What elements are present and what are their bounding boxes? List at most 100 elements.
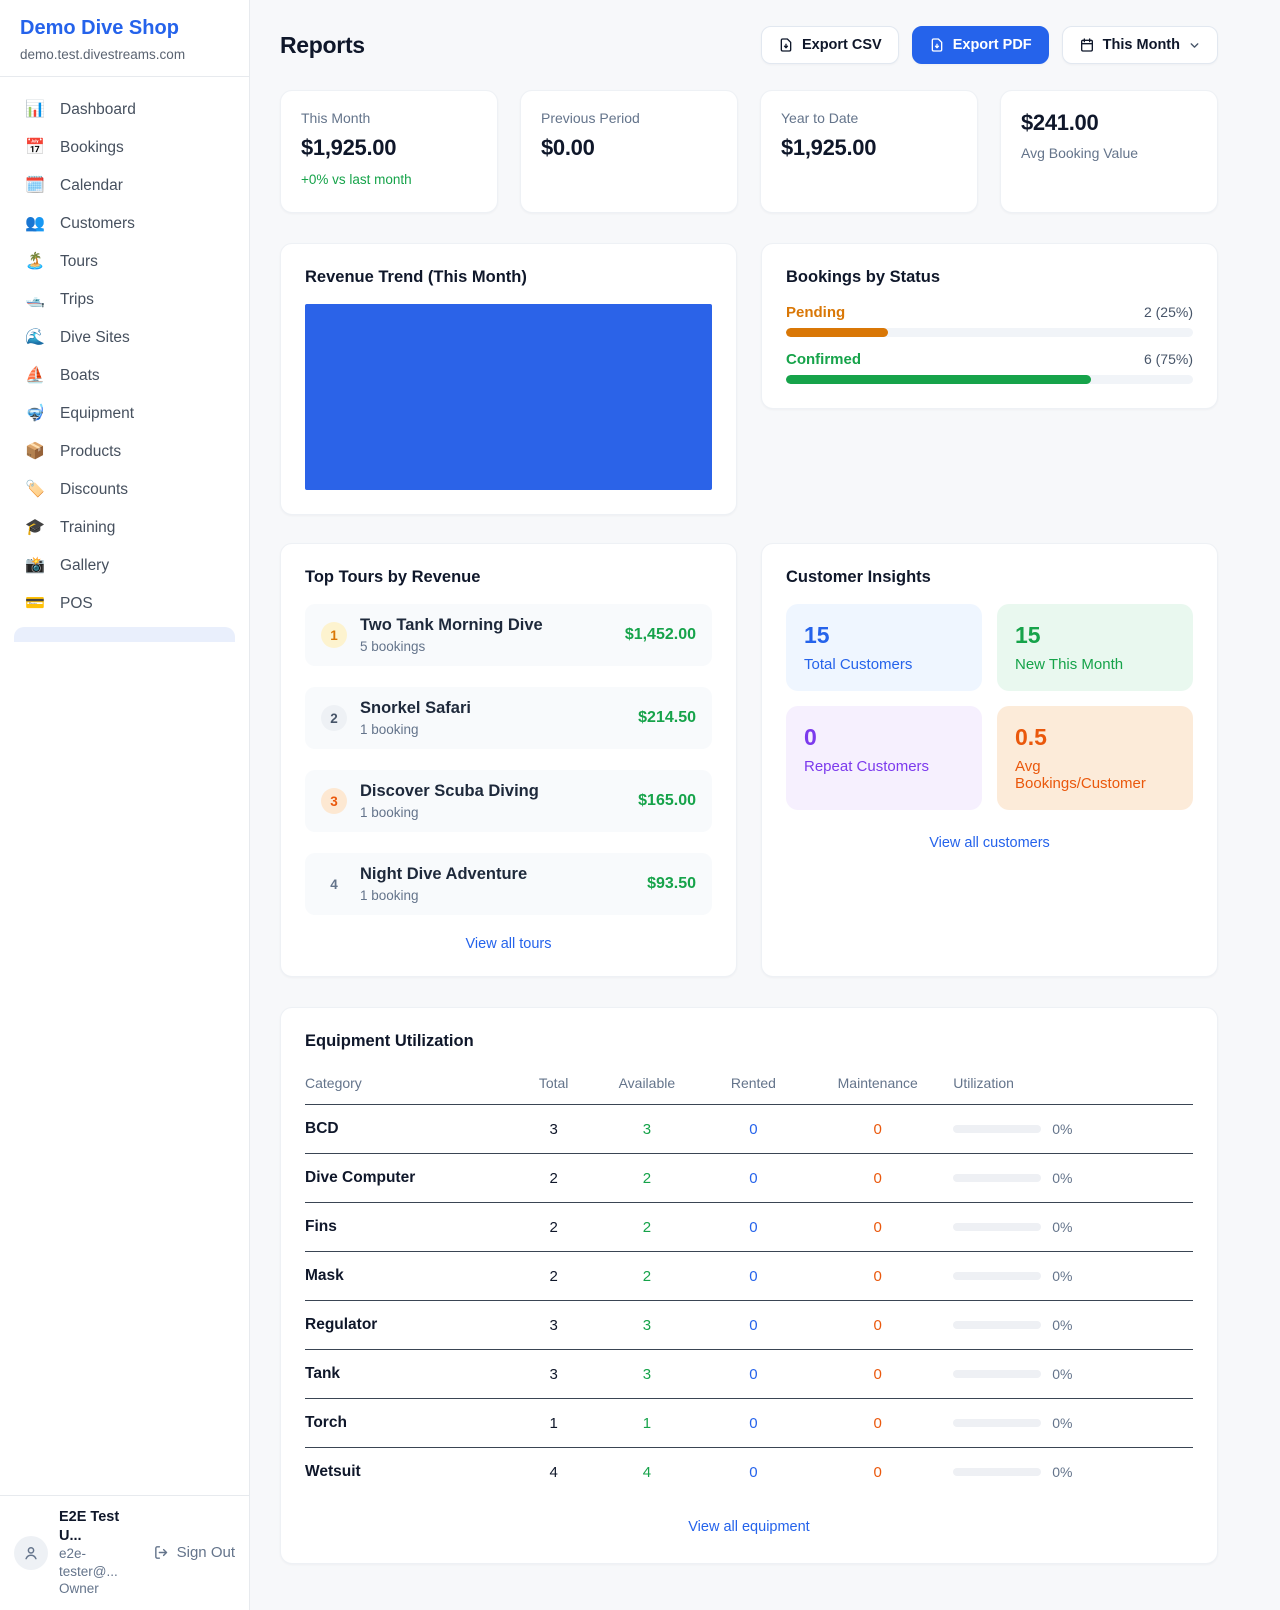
col-total: Total xyxy=(518,1069,590,1105)
status-label: Pending xyxy=(786,304,846,321)
person-icon xyxy=(25,1546,37,1560)
avatar xyxy=(14,1535,48,1570)
tile-label: Total Customers xyxy=(804,656,913,673)
view-all-tours-link[interactable]: View all tours xyxy=(465,936,552,952)
cell-available: 4 xyxy=(642,1463,652,1481)
revenue-trend-title: Revenue Trend (This Month) xyxy=(305,268,527,286)
cell-maintenance: 0 xyxy=(802,1398,954,1448)
utilization-bar xyxy=(953,1419,1042,1427)
utilization-text: 0% xyxy=(1052,1415,1073,1431)
tour-name: Discover Scuba Diving xyxy=(360,782,539,800)
revenue-chart-bar xyxy=(305,304,712,490)
sidebar-item-trips[interactable]: 🛥️ Trips xyxy=(10,281,239,319)
export-csv-button[interactable]: Export CSV xyxy=(760,26,899,64)
bookings-icon: 📅 xyxy=(25,139,45,156)
tour-info: Snorkel Safari 1 booking xyxy=(360,699,638,737)
sidebar-item-gallery[interactable]: 📸 Gallery xyxy=(10,547,239,585)
cell-available: 2 xyxy=(589,1153,705,1203)
utilization-bar xyxy=(953,1174,1042,1182)
shop-domain: demo.test.divestreams.com xyxy=(20,47,186,62)
sidebar-item-label: Tours xyxy=(60,253,98,270)
sidebar-item-tours[interactable]: 🏝️ Tours xyxy=(10,243,239,281)
main-content: Reports Export CSV Export PDF This Month… xyxy=(250,0,1280,1610)
sidebar-item-customers[interactable]: 👥 Customers xyxy=(10,205,239,243)
sidebar-item-label: Dive Sites xyxy=(60,329,130,346)
tour-row[interactable]: 4 Night Dive Adventure 1 booking $93.50 xyxy=(305,853,712,915)
progress-fill-confirmed xyxy=(786,375,1092,384)
cell-maintenance: 0 xyxy=(873,1463,882,1481)
tile-value: 15 xyxy=(804,622,830,648)
equipment-icon: 🤿 xyxy=(25,405,45,422)
stat-card-avg-booking-value: $241.00 Avg Booking Value xyxy=(1000,90,1218,213)
stat-value: $0.00 xyxy=(541,135,595,160)
cell-utilization: 0% xyxy=(953,1202,1193,1252)
cell-available: 3 xyxy=(589,1300,705,1350)
tour-row[interactable]: 2 Snorkel Safari 1 booking $214.50 xyxy=(305,687,712,749)
equipment-utilization-title: Equipment Utilization xyxy=(305,1032,474,1050)
tile-avg-bookings-per-customer: 0.5 Avg Bookings/Customer xyxy=(997,706,1193,810)
stats-row: This Month $1,925.00 +0% vs last month P… xyxy=(280,90,1218,213)
status-row-pending: Pending 2 (25%) xyxy=(786,304,1193,337)
sidebar-item-calendar[interactable]: 🗓️ Calendar xyxy=(10,167,239,205)
tour-row[interactable]: 3 Discover Scuba Diving 1 booking $165.0… xyxy=(305,770,712,832)
tour-name: Snorkel Safari xyxy=(360,699,471,717)
sidebar-item-products[interactable]: 📦 Products xyxy=(10,433,239,471)
utilization-text: 0% xyxy=(1052,1366,1073,1382)
utilization-bar xyxy=(953,1223,1042,1231)
tile-value: 15 xyxy=(1015,622,1041,648)
tour-info: Discover Scuba Diving 1 booking xyxy=(360,782,638,820)
sidebar-item-dashboard[interactable]: 📊 Dashboard xyxy=(10,91,239,129)
cell-available: 1 xyxy=(589,1398,705,1448)
cell-category: Dive Computer xyxy=(305,1153,519,1203)
trips-icon: 🛥️ xyxy=(25,291,45,308)
sidebar-nav: 📊 Dashboard 📅 Bookings 🗓️ Calendar 👥 Custome… xyxy=(0,77,249,1495)
export-pdf-button[interactable]: Export PDF xyxy=(911,26,1049,64)
tours-icon: 🏝️ xyxy=(25,253,45,270)
sidebar: Demo Dive Shop demo.test.divestreams.com… xyxy=(0,0,250,1610)
table-row: Mask 2 2 0 0 0% xyxy=(305,1251,1193,1301)
sidebar-item-pos[interactable]: 💳 POS xyxy=(10,585,239,623)
utilization-text: 0% xyxy=(1052,1464,1073,1480)
insight-tiles: 15 Total Customers 15 New This Month 0 R… xyxy=(786,604,1193,810)
export-pdf-label: Export PDF xyxy=(952,37,1032,53)
cell-rented: 0 xyxy=(704,1202,803,1252)
gallery-icon: 📸 xyxy=(25,557,45,574)
stat-value: $1,925.00 xyxy=(301,135,397,160)
status-value: 6 (75%) xyxy=(1143,351,1193,367)
user-role: Owner xyxy=(59,1581,99,1597)
tour-revenue: $1,452.00 xyxy=(624,626,696,643)
header-actions: Export CSV Export PDF This Month xyxy=(760,26,1218,64)
sign-out-label: Sign Out xyxy=(176,1544,235,1562)
table-row: BCD 3 3 0 0 0% xyxy=(305,1104,1193,1154)
logout-icon xyxy=(154,1546,167,1560)
cell-category: Torch xyxy=(305,1398,519,1448)
view-all-equipment-link[interactable]: View all equipment xyxy=(688,1519,810,1535)
sidebar-item-training[interactable]: 🎓 Training xyxy=(10,509,239,547)
sidebar-item-boats[interactable]: ⛵ Boats xyxy=(10,357,239,395)
tour-bookings: 1 booking xyxy=(360,722,419,737)
discounts-icon: 🏷️ xyxy=(25,481,45,498)
file-download-icon xyxy=(780,38,792,52)
tour-revenue: $93.50 xyxy=(647,875,696,892)
cell-category: Tank xyxy=(305,1349,519,1399)
pos-icon: 💳 xyxy=(25,595,45,612)
tour-row[interactable]: 1 Two Tank Morning Dive 5 bookings $1,45… xyxy=(305,604,712,666)
sign-out-button[interactable]: Sign Out xyxy=(153,1544,235,1561)
view-all-customers-link[interactable]: View all customers xyxy=(929,835,1050,851)
customers-icon: 👥 xyxy=(25,215,45,232)
stat-card-year-to-date: Year to Date $1,925.00 xyxy=(760,90,978,213)
cell-total: 2 xyxy=(518,1153,590,1203)
utilization-bar xyxy=(953,1272,1042,1280)
tile-label: Avg Bookings/Customer xyxy=(1015,758,1146,792)
sidebar-item-label: POS xyxy=(60,595,93,612)
tour-info: Night Dive Adventure 1 booking xyxy=(360,865,647,903)
cell-category: Wetsuit xyxy=(305,1463,361,1480)
sidebar-item-discounts[interactable]: 🏷️ Discounts xyxy=(10,471,239,509)
sidebar-item-bookings[interactable]: 📅 Bookings xyxy=(10,129,239,167)
sidebar-item-equipment[interactable]: 🤿 Equipment xyxy=(10,395,239,433)
period-dropdown[interactable]: This Month xyxy=(1061,26,1218,64)
cell-total: 3 xyxy=(518,1349,590,1399)
sidebar-item-dive-sites[interactable]: 🌊 Dive Sites xyxy=(10,319,239,357)
cell-total: 2 xyxy=(518,1251,590,1301)
sidebar-item-reports-partial[interactable] xyxy=(14,627,235,642)
